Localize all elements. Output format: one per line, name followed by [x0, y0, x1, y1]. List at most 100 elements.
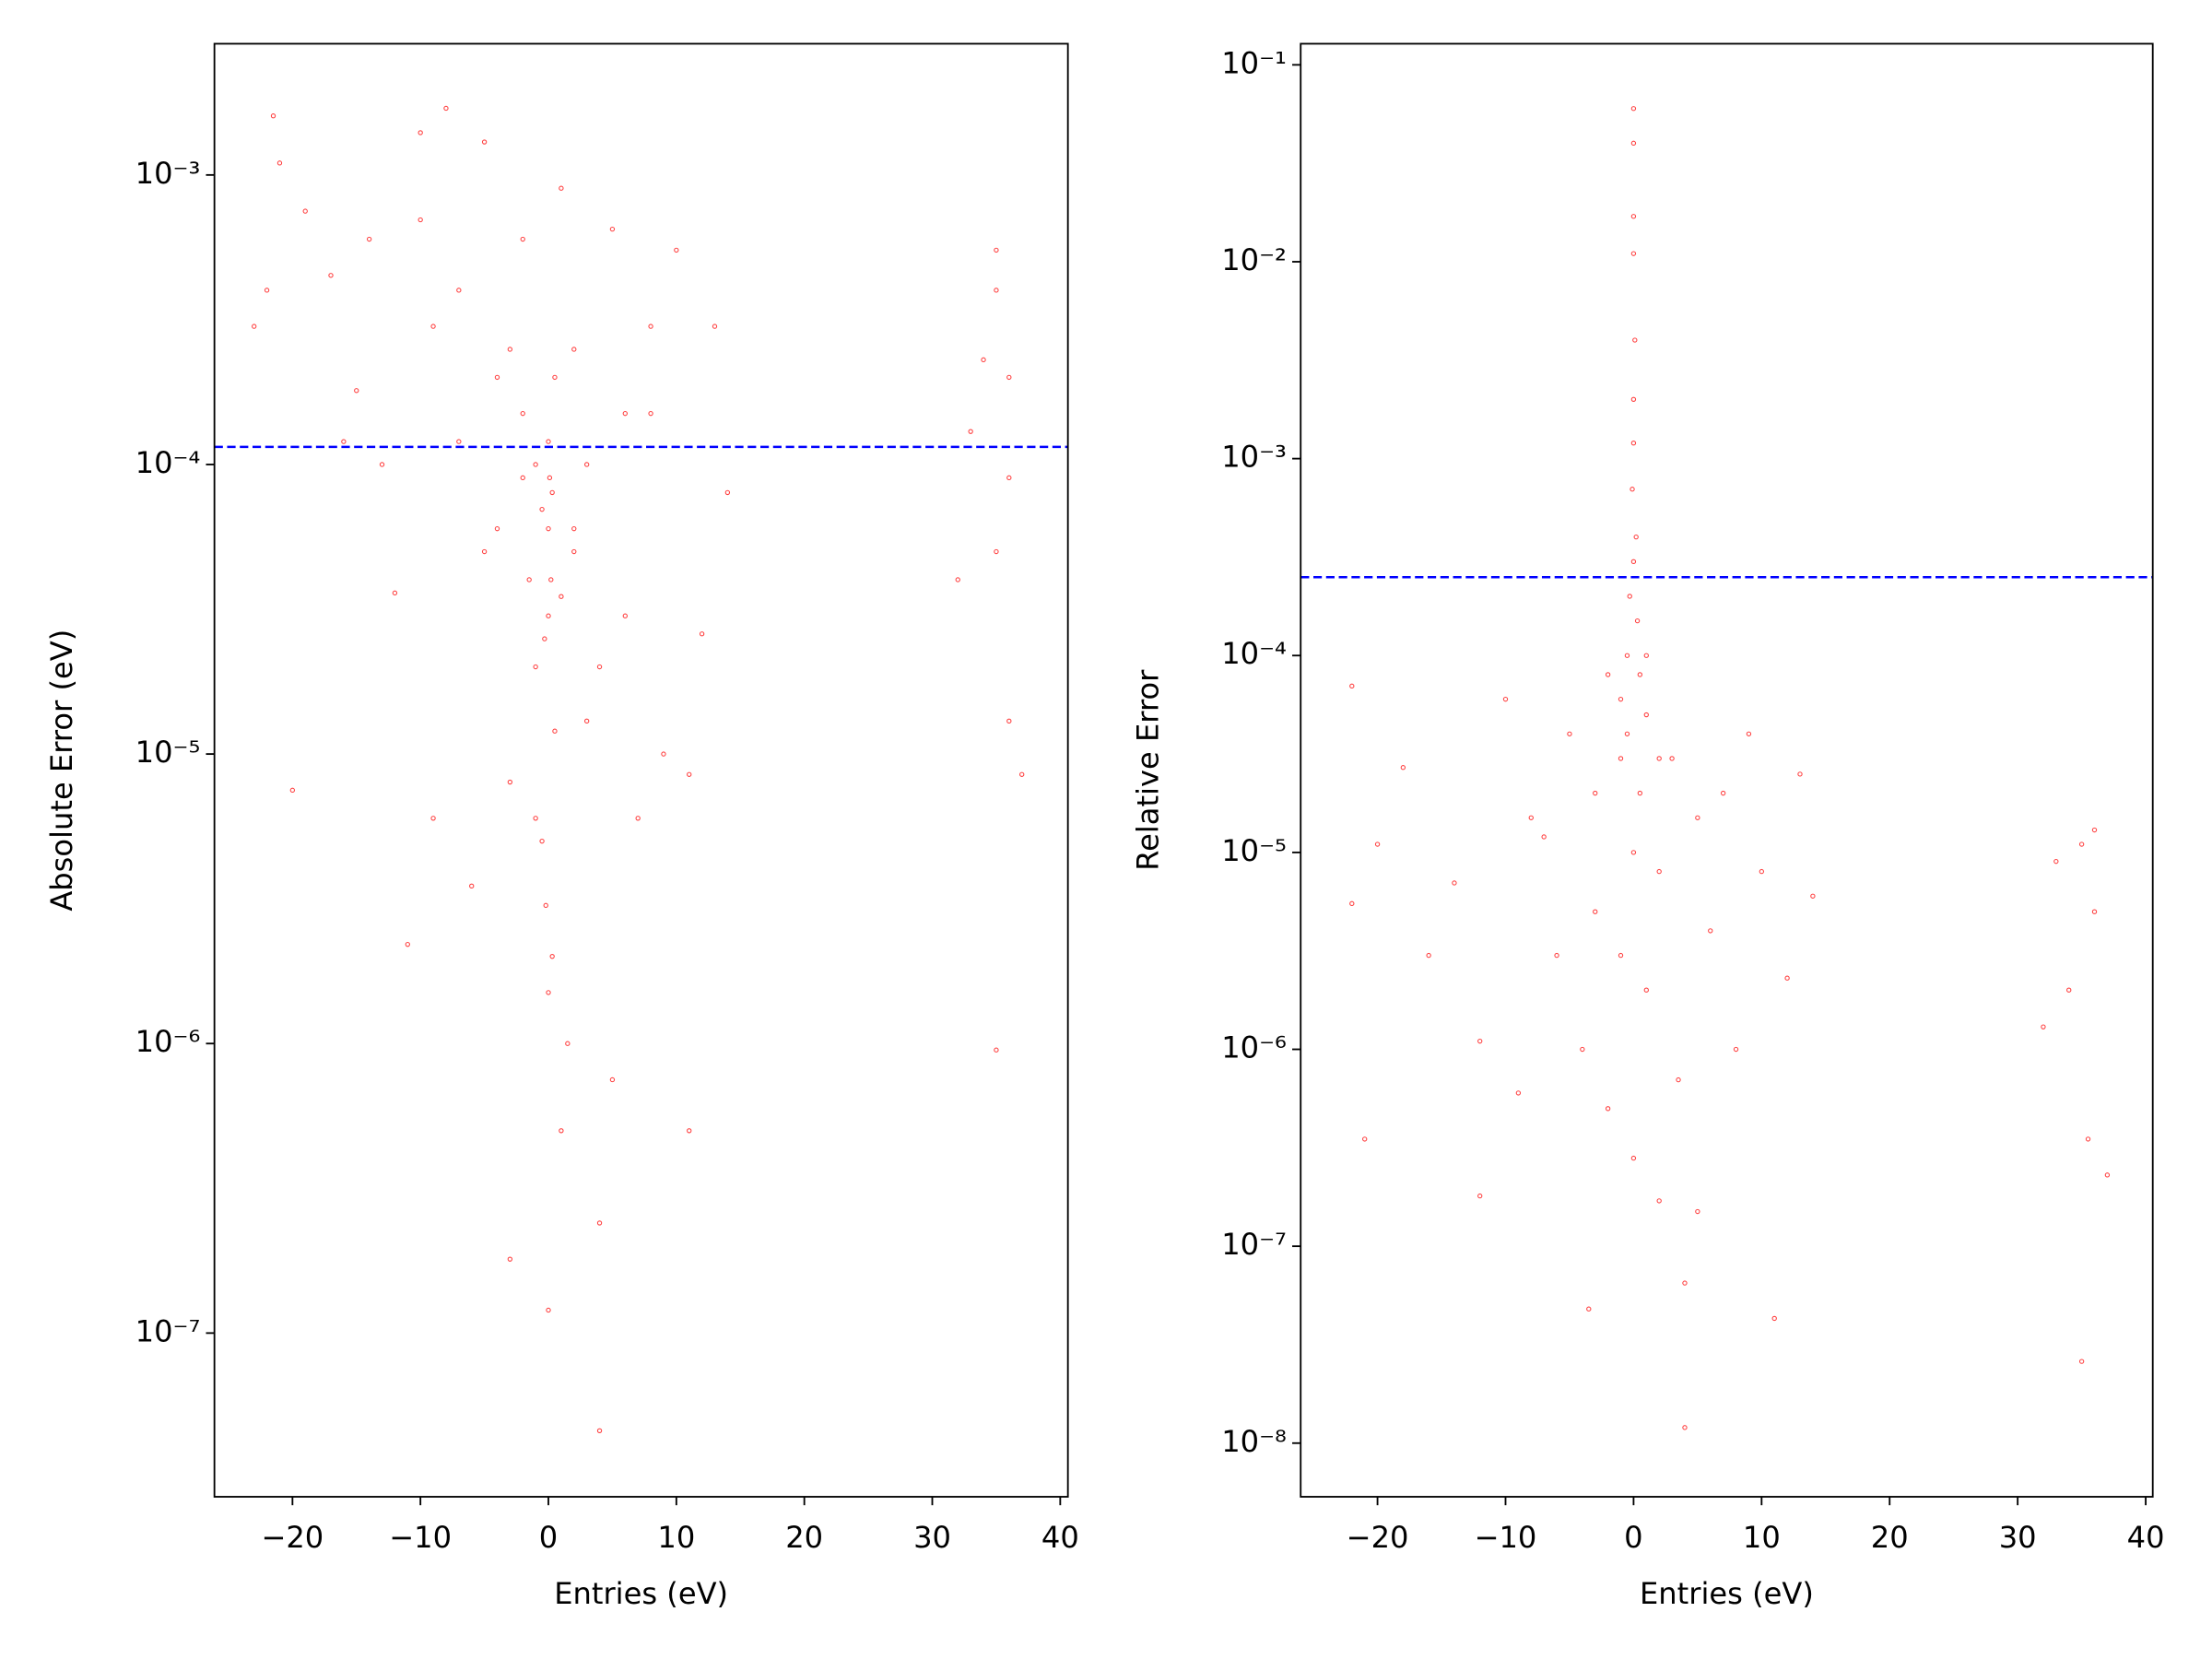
y-tick-label: 10⁻³ [135, 156, 201, 191]
point [1797, 771, 1803, 777]
point [1006, 475, 1012, 481]
point [418, 130, 423, 135]
point [1630, 1155, 1637, 1161]
point [549, 953, 555, 959]
point [1605, 672, 1611, 677]
point [687, 1128, 692, 1134]
point [1630, 251, 1637, 256]
x-axis-label: Entries (eV) [554, 1576, 728, 1611]
point [539, 506, 545, 512]
point [994, 288, 999, 293]
point [1682, 1425, 1688, 1430]
point [648, 324, 653, 329]
point [1624, 731, 1630, 736]
point [635, 816, 641, 821]
point [1695, 1208, 1700, 1215]
point [674, 247, 679, 253]
point [1632, 337, 1638, 343]
point [1637, 672, 1643, 677]
point [1618, 952, 1624, 959]
point [507, 1256, 513, 1262]
y-tick-label: 10⁻⁷ [135, 1313, 201, 1348]
point [289, 787, 296, 794]
point [546, 990, 551, 995]
point [687, 771, 692, 777]
point [270, 113, 276, 119]
point [596, 1220, 603, 1226]
point [583, 462, 590, 467]
point [1362, 1136, 1368, 1142]
point [2091, 909, 2098, 914]
point [571, 347, 577, 352]
point [418, 217, 423, 223]
point [1695, 815, 1700, 820]
point [1643, 987, 1649, 993]
point [994, 1047, 999, 1053]
point [1554, 952, 1559, 959]
point [1586, 1306, 1592, 1312]
point [543, 902, 548, 909]
point [596, 1428, 603, 1433]
point [981, 357, 986, 363]
point [1643, 712, 1649, 718]
point [366, 236, 372, 242]
point [533, 816, 538, 821]
point [1019, 771, 1025, 777]
point [1477, 1193, 1483, 1199]
point [546, 613, 551, 618]
point [1810, 893, 1816, 899]
point [583, 718, 590, 724]
point [559, 185, 564, 191]
point [1618, 756, 1624, 761]
point [1720, 790, 1726, 796]
x-tick-label: 30 [1999, 1520, 2037, 1555]
point [1637, 790, 1643, 796]
point [1426, 952, 1431, 959]
point [1541, 834, 1547, 840]
point [469, 883, 475, 889]
y-tick-label: 10⁻⁶ [135, 1024, 201, 1059]
point [507, 347, 513, 352]
x-tick-label: 10 [1743, 1520, 1781, 1555]
point [552, 728, 558, 734]
point [1630, 559, 1637, 564]
y-tick-label: 10⁻³ [1221, 440, 1287, 475]
point [994, 247, 999, 253]
point [552, 374, 558, 381]
point [1618, 696, 1624, 702]
x-tick-label: −20 [1347, 1520, 1409, 1555]
point [1676, 1077, 1681, 1083]
point [1746, 731, 1752, 736]
point [622, 410, 628, 417]
point [539, 838, 545, 844]
point [1528, 815, 1534, 820]
point [994, 548, 999, 555]
point [571, 548, 577, 555]
point [1567, 731, 1572, 736]
x-tick-label: −10 [1475, 1520, 1537, 1555]
point [1006, 374, 1012, 381]
point [379, 462, 385, 467]
point [609, 226, 616, 232]
point [494, 525, 500, 532]
point [392, 590, 398, 596]
x-tick-label: −10 [389, 1520, 452, 1555]
x-tick-label: 20 [1871, 1520, 1909, 1555]
point [565, 1041, 571, 1046]
y-tick-label: 10⁻⁵ [1221, 833, 1287, 868]
plot-frame [213, 42, 1069, 1498]
point [443, 105, 449, 112]
x-tick-label: 0 [1624, 1520, 1642, 1555]
y-tick-label: 10⁻⁸ [1221, 1424, 1287, 1459]
x-tick-label: 0 [539, 1520, 558, 1555]
point [724, 489, 731, 496]
y-tick-label: 10⁻⁵ [135, 735, 201, 770]
point [1006, 718, 1012, 724]
point [542, 636, 547, 641]
y-tick-label: 10⁻⁴ [135, 445, 201, 480]
point [1733, 1046, 1739, 1053]
y-tick-label: 10⁻⁴ [1221, 636, 1287, 671]
point [1515, 1090, 1522, 1096]
point [546, 439, 551, 444]
point [609, 1077, 616, 1083]
